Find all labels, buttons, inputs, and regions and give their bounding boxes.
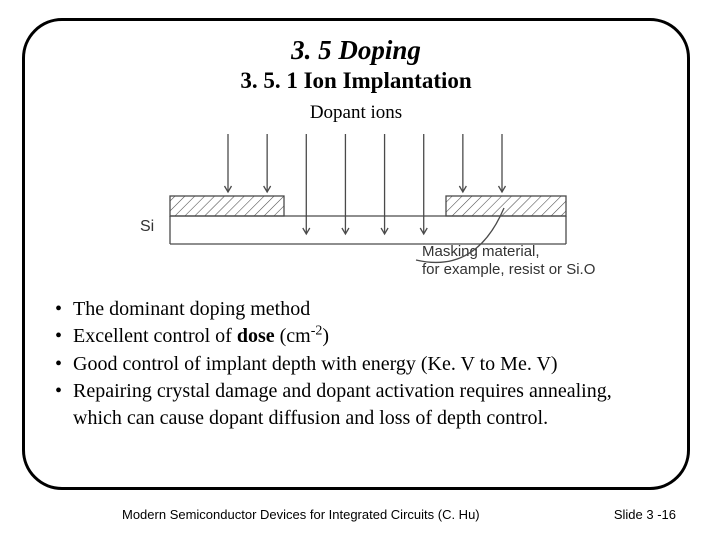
bullet-item: Excellent control of dose (cm-2)	[73, 323, 661, 349]
diagram-container: Si Masking material,for example, resist o…	[51, 126, 661, 286]
svg-text:for example, resist or Si.O: for example, resist or Si.O	[422, 261, 595, 278]
bullet-item: Repairing crystal damage and dopant acti…	[73, 378, 661, 431]
section-subtitle: 3. 5. 1 Ion Implantation	[51, 68, 661, 94]
footer-slide-number: Slide 3 -16	[614, 507, 676, 522]
dopant-ions-label: Dopant ions	[51, 102, 661, 124]
ion-implant-diagram: Si Masking material,for example, resist o…	[116, 126, 596, 286]
slide-frame: 3. 5 Doping 3. 5. 1 Ion Implantation Dop…	[22, 18, 690, 490]
section-title: 3. 5 Doping	[51, 35, 661, 66]
bullet-item: Good control of implant depth with energ…	[73, 351, 661, 377]
footer-citation: Modern Semiconductor Devices for Integra…	[122, 507, 480, 522]
bullet-list: The dominant doping methodExcellent cont…	[51, 296, 661, 431]
svg-text:Si: Si	[140, 218, 154, 235]
bullet-item: The dominant doping method	[73, 296, 661, 322]
svg-text:Masking material,: Masking material,	[422, 243, 540, 260]
